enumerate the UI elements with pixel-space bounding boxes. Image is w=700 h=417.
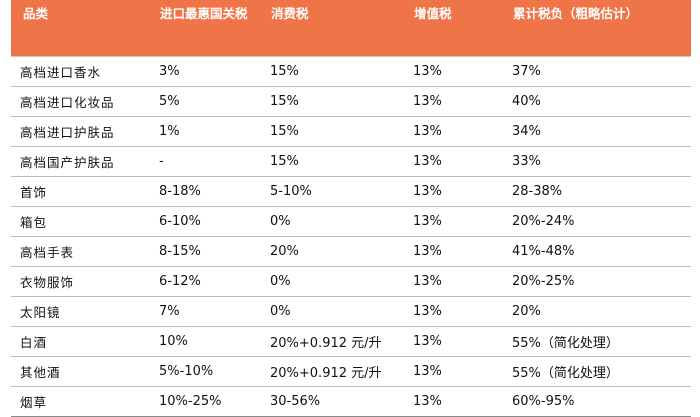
cell-consumption-tax: 0% xyxy=(262,206,405,237)
table-row: 高档进口护肤品 1% 15% 13% 34% xyxy=(11,116,691,147)
cell-category: 箱包 xyxy=(11,206,151,237)
cell-consumption-tax: 20%+0.912 元/升 xyxy=(262,326,405,357)
cell-category: 衣物服饰 xyxy=(11,266,151,297)
cell-vat: 13% xyxy=(405,356,504,387)
header-row: 品类 进口最惠国关税 消费税 增值税 累计税负（粗略估计） xyxy=(11,0,691,57)
cell-vat: 13% xyxy=(405,206,504,237)
cell-total-burden: 60%-95% xyxy=(504,386,691,417)
cell-consumption-tax: 0% xyxy=(262,266,405,297)
table-row: 太阳镜 7% 0% 13% 20% xyxy=(11,296,691,327)
cell-tariff: 3% xyxy=(151,56,262,87)
cell-category: 高档国产护肤品 xyxy=(11,146,151,177)
cell-vat: 13% xyxy=(405,146,504,177)
cell-total-burden: 40% xyxy=(504,86,691,117)
cell-consumption-tax: 0% xyxy=(262,296,405,327)
cell-tariff: 8-15% xyxy=(151,236,262,267)
cell-tariff: 10% xyxy=(151,326,262,357)
header-consumption-tax: 消费税 xyxy=(262,0,405,57)
cell-tariff: - xyxy=(151,146,262,177)
cell-total-burden: 55%（简化处理） xyxy=(504,326,691,357)
cell-consumption-tax: 15% xyxy=(262,56,405,87)
cell-consumption-tax: 20%+0.912 元/升 xyxy=(262,356,405,387)
table-row: 高档国产护肤品 -15% 13% 33% xyxy=(11,146,691,177)
cell-tariff: 6-12% xyxy=(151,266,262,297)
cell-vat: 13% xyxy=(405,86,504,117)
cell-category: 高档进口香水 xyxy=(11,56,151,87)
cell-consumption-tax: 5-10% xyxy=(262,176,405,207)
cell-category: 高档进口护肤品 xyxy=(11,116,151,147)
cell-category: 其他酒 xyxy=(11,356,151,387)
header-category: 品类 xyxy=(11,0,151,57)
cell-consumption-tax: 15% xyxy=(262,116,405,147)
table-body: 高档进口香水 3% 15% 13% 37% 高档进口化妆品 5% 15% 13% 40% 高档进口护… xyxy=(11,56,691,417)
cell-total-burden: 55%（简化处理） xyxy=(504,356,691,387)
table-row: 白酒 10% 20%+0.912 元/升 13% 55%（简化处理） xyxy=(11,326,691,357)
table-header: 品类 进口最惠国关税 消费税 增值税 累计税负（粗略估计） xyxy=(11,0,691,57)
cell-tariff: 1% xyxy=(151,116,262,147)
cell-vat: 13% xyxy=(405,176,504,207)
cell-tariff: 5% xyxy=(151,86,262,117)
header-vat: 增值税 xyxy=(405,0,504,57)
cell-total-burden: 34% xyxy=(504,116,691,147)
table-row: 高档进口香水 3% 15% 13% 37% xyxy=(11,56,691,87)
cell-total-burden: 28-38% xyxy=(504,176,691,207)
cell-category: 首饰 xyxy=(11,176,151,207)
header-total-burden: 累计税负（粗略估计） xyxy=(504,0,691,57)
cell-category: 高档手表 xyxy=(11,236,151,267)
cell-tariff: 10%-25% xyxy=(151,386,262,417)
cell-vat: 13% xyxy=(405,116,504,147)
table-row: 衣物服饰 6-12% 0% 13% 20%-25% xyxy=(11,266,691,297)
cell-vat: 13% xyxy=(405,296,504,327)
table-row: 其他酒 5%-10% 20%+0.912 元/升 13% 55%（简化处理） xyxy=(11,356,691,387)
cell-tariff: 7% xyxy=(151,296,262,327)
cell-vat: 13% xyxy=(405,56,504,87)
cell-consumption-tax: 15% xyxy=(262,146,405,177)
cell-vat: 13% xyxy=(405,386,504,417)
cell-consumption-tax: 15% xyxy=(262,86,405,117)
cell-total-burden: 37% xyxy=(504,56,691,87)
cell-consumption-tax: 20% xyxy=(262,236,405,267)
cell-consumption-tax: 30-56% xyxy=(262,386,405,417)
cell-total-burden: 33% xyxy=(504,146,691,177)
cell-tariff: 8-18% xyxy=(151,176,262,207)
cell-vat: 13% xyxy=(405,266,504,297)
cell-category: 高档进口化妆品 xyxy=(11,86,151,117)
cell-category: 太阳镜 xyxy=(11,296,151,327)
table-row: 高档进口化妆品 5% 15% 13% 40% xyxy=(11,86,691,117)
table-row: 箱包 6-10% 0% 13% 20%-24% xyxy=(11,206,691,237)
cell-vat: 13% xyxy=(405,236,504,267)
cell-total-burden: 20%-24% xyxy=(504,206,691,237)
cell-total-burden: 41%-48% xyxy=(504,236,691,267)
tax-table: 品类 进口最惠国关税 消费税 增值税 累计税负（粗略估计） 高档进口香水 3% 15… xyxy=(11,0,691,417)
cell-category: 白酒 xyxy=(11,326,151,357)
cell-vat: 13% xyxy=(405,326,504,357)
cell-total-burden: 20%-25% xyxy=(504,266,691,297)
cell-tariff: 5%-10% xyxy=(151,356,262,387)
header-tariff: 进口最惠国关税 xyxy=(151,0,262,57)
table-row: 首饰 8-18% 5-10% 13% 28-38% xyxy=(11,176,691,207)
cell-tariff: 6-10% xyxy=(151,206,262,237)
table-row: 高档手表 8-15% 20% 13% 41%-48% xyxy=(11,236,691,267)
cell-total-burden: 20% xyxy=(504,296,691,327)
cell-category: 烟草 xyxy=(11,386,151,417)
table-row: 烟草 10%-25% 30-56% 13% 60%-95% xyxy=(11,386,691,417)
